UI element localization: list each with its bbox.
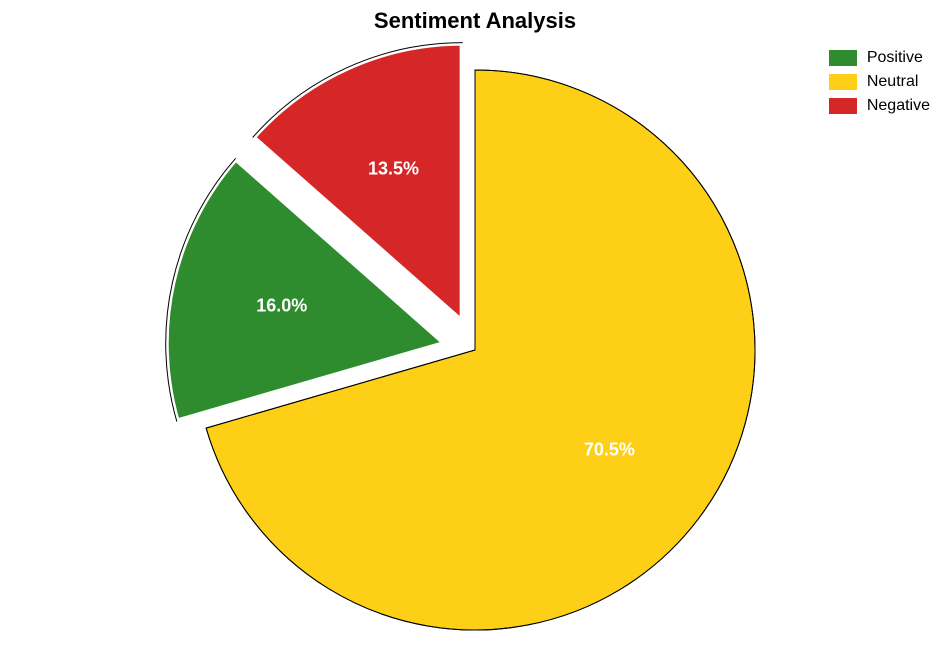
legend-swatch-neutral	[829, 74, 857, 90]
pie-label-neutral: 70.5%	[584, 440, 635, 460]
pie-svg: 70.5% 16.0% 13.5%	[0, 0, 950, 662]
legend: Positive Neutral Negative	[829, 46, 930, 118]
legend-swatch-positive	[829, 50, 857, 66]
legend-item-neutral: Neutral	[829, 70, 930, 94]
pie-label-positive: 16.0%	[256, 296, 307, 316]
sentiment-pie-chart: Sentiment Analysis 70.5%16.0%13.5% Posit…	[0, 0, 950, 662]
legend-label-neutral: Neutral	[867, 73, 919, 91]
legend-item-negative: Negative	[829, 94, 930, 118]
legend-label-positive: Positive	[867, 49, 923, 67]
pie-label-negative: 13.5%	[368, 158, 419, 178]
legend-label-negative: Negative	[867, 97, 930, 115]
legend-item-positive: Positive	[829, 46, 930, 70]
legend-swatch-negative	[829, 98, 857, 114]
